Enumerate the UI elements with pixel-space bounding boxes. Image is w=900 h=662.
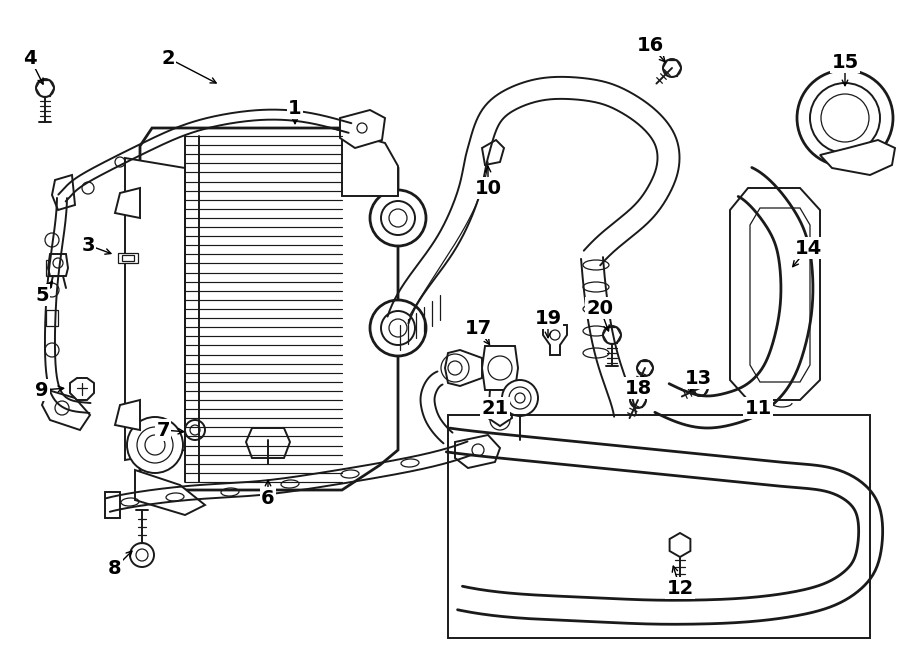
Polygon shape (482, 140, 504, 165)
Polygon shape (820, 140, 895, 175)
Polygon shape (135, 470, 205, 515)
Text: 17: 17 (464, 318, 491, 338)
Text: 1: 1 (288, 99, 302, 117)
Circle shape (797, 70, 893, 166)
Polygon shape (52, 175, 75, 210)
Polygon shape (48, 254, 68, 276)
Polygon shape (340, 110, 385, 148)
Polygon shape (670, 533, 690, 557)
Polygon shape (488, 390, 512, 426)
Polygon shape (730, 188, 820, 400)
Circle shape (130, 543, 154, 567)
Text: 13: 13 (684, 369, 712, 387)
Circle shape (370, 300, 426, 356)
Circle shape (36, 79, 54, 97)
Text: 7: 7 (157, 420, 170, 440)
Text: 16: 16 (636, 36, 663, 54)
Polygon shape (70, 378, 94, 400)
Text: 3: 3 (81, 236, 94, 254)
Polygon shape (445, 350, 482, 386)
Circle shape (185, 420, 205, 440)
Text: 2: 2 (161, 48, 175, 68)
Polygon shape (140, 128, 398, 490)
Polygon shape (115, 188, 140, 218)
Polygon shape (543, 325, 567, 355)
Polygon shape (118, 253, 138, 263)
Polygon shape (42, 390, 90, 430)
Circle shape (603, 326, 621, 344)
Text: 9: 9 (35, 381, 49, 399)
Text: 5: 5 (35, 285, 49, 305)
Polygon shape (455, 435, 500, 468)
Text: 21: 21 (482, 399, 508, 418)
Text: 20: 20 (587, 299, 614, 318)
Text: 18: 18 (625, 379, 652, 397)
Text: 6: 6 (261, 489, 274, 508)
Polygon shape (246, 428, 290, 458)
Circle shape (637, 360, 653, 376)
Polygon shape (105, 492, 120, 518)
Text: 15: 15 (832, 52, 859, 71)
Polygon shape (332, 128, 398, 196)
Text: 11: 11 (744, 399, 771, 418)
Polygon shape (115, 400, 140, 430)
Text: 8: 8 (108, 559, 122, 577)
Circle shape (663, 59, 681, 77)
Circle shape (502, 380, 538, 416)
Polygon shape (482, 346, 518, 390)
Circle shape (370, 190, 426, 246)
Text: 14: 14 (795, 238, 822, 258)
Text: 4: 4 (23, 48, 37, 68)
Text: 12: 12 (666, 579, 694, 598)
Text: 10: 10 (474, 179, 501, 197)
Circle shape (127, 417, 183, 473)
Text: 19: 19 (535, 308, 562, 328)
Circle shape (630, 392, 646, 408)
Circle shape (692, 380, 708, 396)
Polygon shape (125, 158, 185, 460)
